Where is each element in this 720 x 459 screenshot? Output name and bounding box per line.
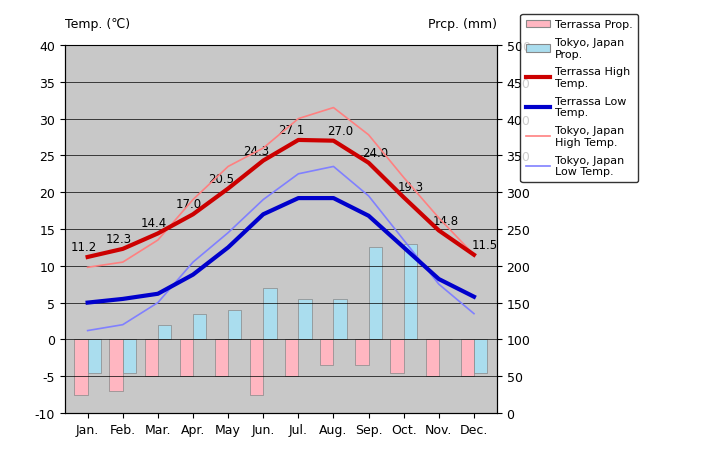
Bar — [333, 299, 347, 340]
Bar — [250, 340, 264, 395]
Bar — [109, 340, 122, 391]
Text: 24.3: 24.3 — [243, 144, 269, 157]
Text: 17.0: 17.0 — [176, 198, 202, 211]
Bar — [193, 314, 207, 340]
Text: 11.2: 11.2 — [71, 241, 96, 253]
Bar — [145, 340, 158, 376]
Bar — [426, 340, 439, 376]
Bar — [264, 288, 276, 340]
Legend: Terrassa Prop., Tokyo, Japan
Prop., Terrassa High
Temp., Terrassa Low
Temp., Tok: Terrassa Prop., Tokyo, Japan Prop., Terr… — [521, 15, 638, 182]
Bar — [404, 244, 417, 340]
Bar — [390, 340, 404, 373]
Text: 14.8: 14.8 — [433, 214, 459, 227]
Text: Temp. (℃): Temp. (℃) — [65, 18, 130, 31]
Text: 24.0: 24.0 — [362, 146, 389, 159]
Bar — [369, 248, 382, 340]
Bar — [88, 340, 101, 373]
Text: 19.3: 19.3 — [397, 181, 424, 194]
Bar — [298, 299, 312, 340]
Text: 20.5: 20.5 — [208, 172, 234, 185]
Bar — [122, 340, 136, 373]
Bar — [180, 340, 193, 376]
Bar — [285, 340, 298, 376]
Text: 27.0: 27.0 — [328, 124, 354, 137]
Bar — [461, 340, 474, 376]
Bar — [355, 340, 369, 365]
Bar — [215, 340, 228, 376]
Text: 12.3: 12.3 — [106, 232, 132, 246]
Bar — [158, 325, 171, 340]
Text: 27.1: 27.1 — [279, 124, 305, 137]
Bar — [228, 310, 241, 340]
Bar — [320, 340, 333, 365]
Text: 14.4: 14.4 — [140, 217, 167, 230]
Text: Prcp. (mm): Prcp. (mm) — [428, 18, 497, 31]
Bar — [74, 340, 88, 395]
Bar — [474, 340, 487, 373]
Text: 11.5: 11.5 — [472, 238, 498, 251]
